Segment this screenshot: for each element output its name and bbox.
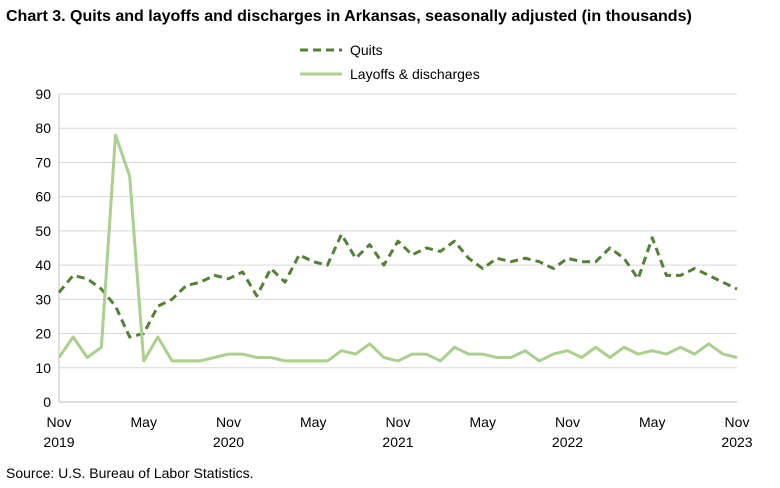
- y-tick-label: 40: [35, 257, 51, 273]
- y-tick-label: 30: [35, 291, 51, 307]
- series-layer: [57, 133, 738, 363]
- x-tick-label: Nov: [216, 414, 241, 430]
- x-tick-year-label: 2019: [43, 434, 74, 450]
- x-tick-label: May: [470, 414, 496, 430]
- x-tick-label: Nov: [386, 414, 411, 430]
- x-tick-label: Nov: [725, 414, 750, 430]
- series-line-quits: [57, 232, 738, 339]
- x-tick-year-label: 2022: [552, 434, 583, 450]
- x-tick-year-label: 2020: [213, 434, 244, 450]
- y-tick-label: 70: [35, 154, 51, 170]
- source-note: Source: U.S. Bureau of Labor Statistics.: [6, 465, 254, 481]
- x-tick-label: Nov: [47, 414, 72, 430]
- y-tick-label: 50: [35, 223, 51, 239]
- x-tick-label: Nov: [555, 414, 580, 430]
- line-chart: 0 10 20 30 40 50 60 70 80 90 Nov 2019 May Nov 2020 May N…: [35, 42, 752, 450]
- y-tick-label: 60: [35, 189, 51, 205]
- y-tick-label: 80: [35, 120, 51, 136]
- x-tick-label: May: [131, 414, 157, 430]
- legend-label-quits: Quits: [350, 42, 383, 58]
- axis-layer: 0 10 20 30 40 50 60 70 80 90 Nov 2019 May Nov 2020 May N…: [35, 86, 752, 450]
- legend: Quits Layoffs & discharges: [300, 42, 480, 82]
- series-line-layoffs-discharges: [57, 133, 738, 363]
- y-tick-label: 10: [35, 360, 51, 376]
- chart-title: Chart 3. Quits and layoffs and discharge…: [6, 8, 692, 25]
- legend-label-layoffs-discharges: Layoffs & discharges: [350, 66, 480, 82]
- grid-layer: [59, 93, 737, 369]
- x-tick-label: May: [639, 414, 665, 430]
- x-tick-label: May: [300, 414, 326, 430]
- y-tick-label: 90: [35, 86, 51, 102]
- x-tick-year-label: 2021: [382, 434, 413, 450]
- y-tick-label: 20: [35, 326, 51, 342]
- y-tick-label: 0: [43, 394, 51, 410]
- x-tick-year-label: 2023: [721, 434, 752, 450]
